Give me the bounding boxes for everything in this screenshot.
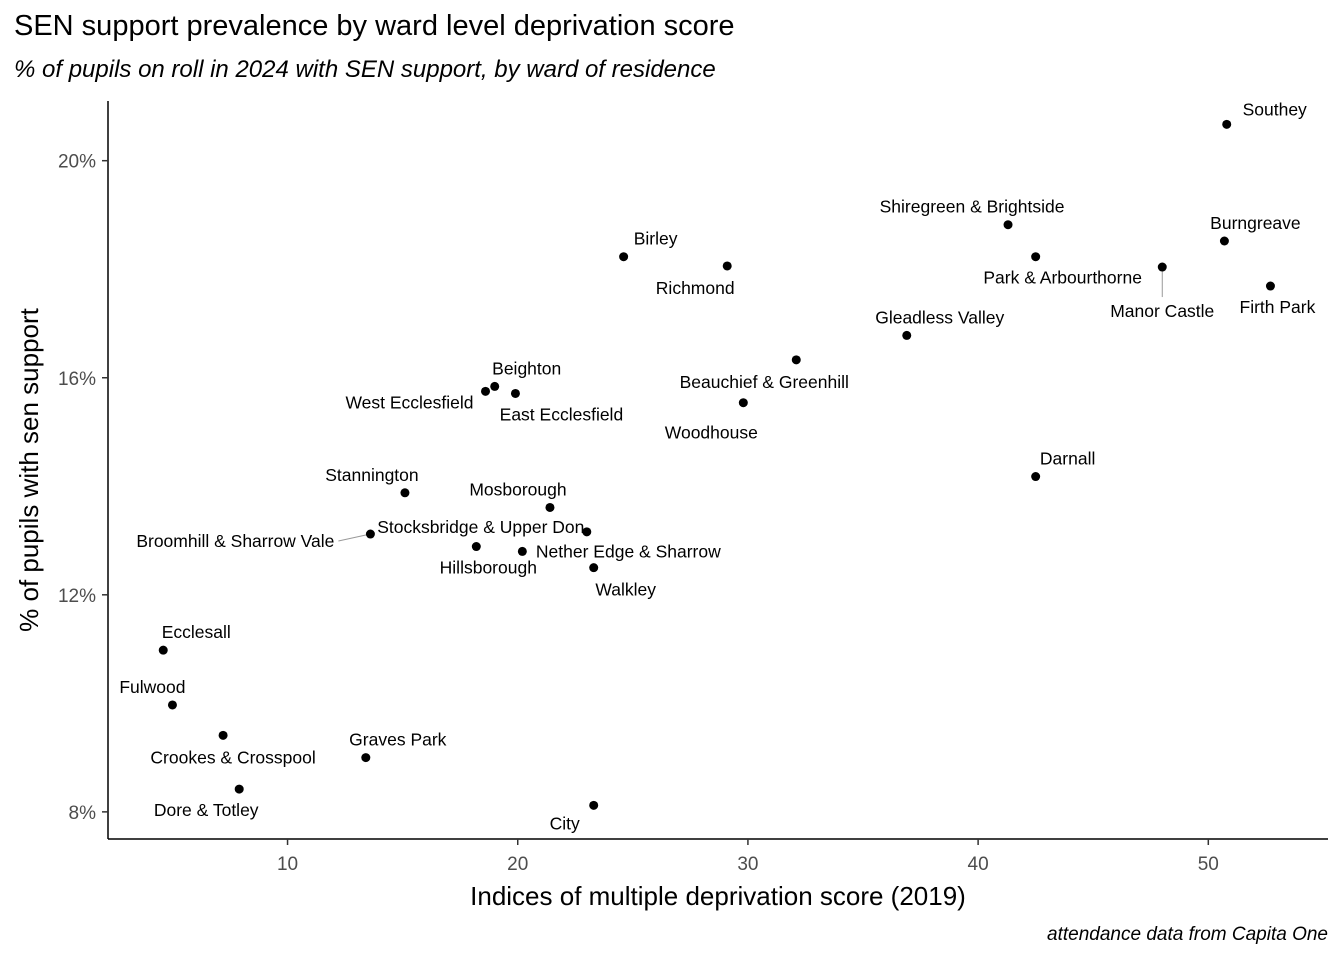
point-label: Stannington <box>325 465 418 485</box>
label-leader-lines <box>338 267 1163 542</box>
point-label: Stocksbridge & Upper Don <box>377 517 584 537</box>
point-label: Walkley <box>595 580 656 600</box>
data-point <box>218 730 228 740</box>
data-point <box>490 381 500 391</box>
data-point <box>1003 220 1013 230</box>
x-axis-title: Indices of multiple deprivation score (2… <box>470 881 966 911</box>
point-label: Beighton <box>492 358 561 378</box>
point-label: Southey <box>1243 99 1307 119</box>
point-label: Fulwood <box>119 677 185 697</box>
x-axis-ticks: 10 20 30 40 50 <box>277 839 1219 875</box>
point-label: Beauchief & Greenhill <box>680 372 849 392</box>
point-label: Firth Park <box>1240 297 1316 317</box>
point-label: Mosborough <box>469 479 566 499</box>
data-point <box>1157 262 1167 272</box>
point-label: Woodhouse <box>665 423 758 443</box>
point-label: Hillsborough <box>440 558 537 578</box>
point-label: Manor Castle <box>1110 301 1214 321</box>
data-point <box>400 488 410 498</box>
data-point <box>589 563 599 573</box>
data-point <box>1219 236 1229 246</box>
data-point <box>234 784 244 794</box>
data-point <box>589 800 599 810</box>
x-tick-label: 10 <box>277 854 298 875</box>
point-label: Ecclesall <box>162 622 231 642</box>
data-point <box>1031 472 1041 482</box>
data-point <box>158 645 168 655</box>
data-point <box>481 386 491 396</box>
point-label: City <box>550 813 580 833</box>
data-point <box>167 700 177 710</box>
data-point <box>545 502 555 512</box>
x-tick-label: 50 <box>1198 854 1219 875</box>
y-tick-label: 8% <box>69 803 97 824</box>
data-point <box>1031 252 1041 262</box>
point-label: West Ecclesfield <box>345 392 473 412</box>
data-point <box>738 398 748 408</box>
point-label: Broomhill & Sharrow Vale <box>136 531 334 551</box>
point-label: Crookes & Crosspool <box>150 747 315 767</box>
point-label: Richmond <box>656 278 735 298</box>
point-label: Park & Arbourthorne <box>983 268 1142 288</box>
x-tick-label: 30 <box>737 854 758 875</box>
point-label: East Ecclesfield <box>500 404 624 424</box>
data-point <box>1265 281 1275 291</box>
data-point <box>365 529 375 539</box>
data-point <box>722 261 732 271</box>
y-tick-label: 12% <box>58 586 96 607</box>
data-point <box>902 330 912 340</box>
data-points <box>158 119 1275 810</box>
data-point <box>1222 119 1232 129</box>
data-point <box>471 542 481 552</box>
data-point <box>510 388 520 398</box>
point-label: Burngreave <box>1210 213 1300 233</box>
y-tick-label: 16% <box>58 369 96 390</box>
point-label: Birley <box>634 229 678 249</box>
x-tick-label: 40 <box>968 854 989 875</box>
leader-line <box>338 533 371 542</box>
point-label: Gleadless Valley <box>875 307 1004 327</box>
chart-title: SEN support prevalence by ward level dep… <box>14 10 735 42</box>
data-point <box>619 252 629 262</box>
data-point <box>791 355 801 365</box>
point-label: Graves Park <box>349 730 446 750</box>
data-point <box>361 753 371 763</box>
point-labels: Southey Shiregreen & Brightside Burngreave… <box>119 99 1315 833</box>
y-tick-label: 20% <box>58 152 96 173</box>
point-label: Nether Edge & Sharrow <box>536 541 721 561</box>
point-label: Dore & Totley <box>154 800 259 820</box>
chart-subtitle: % of pupils on roll in 2024 with SEN sup… <box>14 56 716 83</box>
y-axis-title: % of pupils with sen support <box>14 307 44 632</box>
data-point <box>582 527 592 537</box>
point-label: Darnall <box>1040 449 1095 469</box>
y-axis-ticks: 8% 12% 16% 20% <box>58 152 108 824</box>
data-point <box>517 546 527 556</box>
point-label: Shiregreen & Brightside <box>880 197 1065 217</box>
x-tick-label: 20 <box>507 854 528 875</box>
chart-caption: attendance data from Capita One <box>1047 924 1328 945</box>
